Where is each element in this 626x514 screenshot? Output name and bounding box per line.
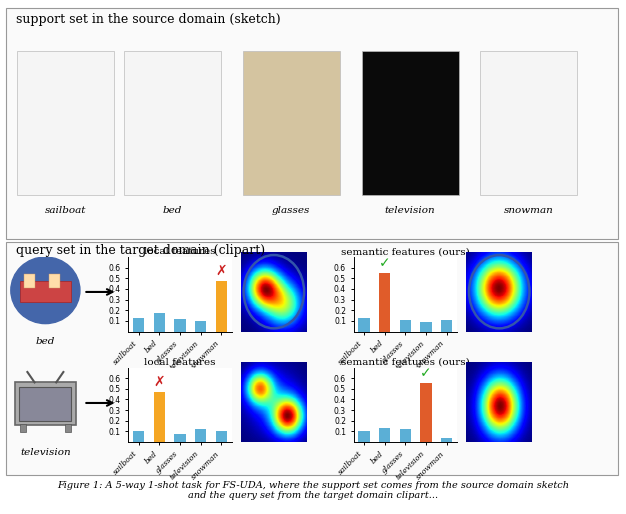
Bar: [20, 281, 71, 302]
Text: television: television: [385, 206, 435, 215]
Title: semantic features (ours): semantic features (ours): [341, 247, 470, 256]
Bar: [379, 428, 391, 442]
Bar: [141, 100, 172, 164]
Bar: [399, 320, 411, 332]
Text: snowman: snowman: [504, 206, 554, 215]
Bar: [379, 273, 391, 332]
Circle shape: [506, 116, 552, 182]
Polygon shape: [38, 142, 93, 154]
Text: bed: bed: [163, 206, 182, 215]
Text: query set in the target domain (clipart): query set in the target domain (clipart): [16, 244, 265, 257]
Bar: [15, 382, 76, 426]
Bar: [441, 438, 452, 442]
Bar: [177, 88, 204, 159]
Text: sailboat: sailboat: [45, 206, 86, 215]
Text: Figure 1: A 5-way 1-shot task for FS-UDA, where the support set comes from the s: Figure 1: A 5-way 1-shot task for FS-UDA…: [57, 481, 569, 500]
Title: local features: local features: [144, 358, 216, 366]
Text: ✓: ✓: [420, 366, 432, 380]
Bar: [24, 274, 34, 288]
Polygon shape: [41, 154, 90, 164]
Bar: [420, 383, 432, 442]
Text: television: television: [20, 448, 71, 457]
Bar: [20, 424, 26, 432]
Bar: [382, 95, 438, 162]
Bar: [375, 85, 445, 172]
Bar: [195, 429, 207, 442]
Bar: [153, 314, 165, 332]
Bar: [420, 322, 432, 332]
Bar: [49, 274, 60, 288]
Bar: [195, 321, 207, 332]
Circle shape: [513, 78, 545, 127]
Bar: [145, 88, 168, 117]
Bar: [441, 320, 452, 332]
Text: TV: TV: [404, 106, 416, 115]
Polygon shape: [35, 75, 93, 139]
Text: bed: bed: [36, 337, 55, 346]
Bar: [174, 433, 186, 442]
Text: ✓: ✓: [379, 256, 391, 270]
Bar: [136, 80, 208, 172]
Bar: [65, 424, 71, 432]
Text: support set in the source domain (sketch): support set in the source domain (sketch…: [16, 13, 280, 26]
Bar: [358, 431, 370, 442]
Text: glasses: glasses: [272, 206, 310, 215]
Bar: [215, 282, 227, 332]
Bar: [358, 318, 370, 332]
Title: local features: local features: [144, 247, 216, 256]
Text: ✗: ✗: [153, 375, 165, 389]
Text: ✗: ✗: [215, 264, 227, 278]
Bar: [215, 431, 227, 442]
Bar: [399, 429, 411, 442]
Bar: [153, 392, 165, 442]
Polygon shape: [68, 104, 88, 142]
Title: semantic features (ours): semantic features (ours): [341, 358, 470, 366]
Bar: [19, 387, 71, 421]
Bar: [133, 431, 145, 442]
Bar: [133, 318, 145, 332]
Circle shape: [11, 257, 80, 324]
Bar: [174, 319, 186, 332]
